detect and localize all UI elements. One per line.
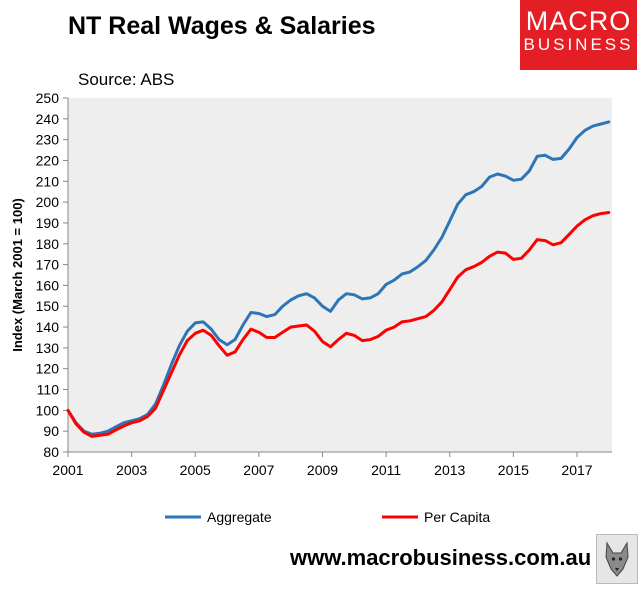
- x-tick-label: 2011: [371, 462, 401, 478]
- y-tick-label: 110: [37, 382, 60, 398]
- y-tick-label: 220: [36, 152, 60, 168]
- y-tick-label: 80: [43, 444, 59, 460]
- y-tick-label: 90: [43, 423, 59, 439]
- y-tick-label: 250: [36, 90, 60, 106]
- source-note: Source: ABS: [78, 70, 175, 89]
- y-tick-label: 200: [36, 194, 60, 210]
- x-tick-label: 2009: [307, 462, 338, 478]
- legend-label-aggregate: Aggregate: [207, 509, 272, 525]
- plot-area: [68, 98, 612, 452]
- x-tick-label: 2005: [180, 462, 211, 478]
- line-chart: 80 90 100 110 120 130 140 150 160 170 180 190 200 210…: [10, 90, 612, 525]
- y-tick-label: 190: [36, 215, 60, 231]
- wolf-mascot-icon: [596, 534, 638, 584]
- y-tick-label: 130: [36, 340, 60, 356]
- website-url: www.macrobusiness.com.au: [290, 545, 592, 570]
- y-axis-label: Index (March 2001 = 100): [10, 198, 25, 352]
- x-tick-label: 2013: [434, 462, 465, 478]
- x-tick-label: 2017: [561, 462, 592, 478]
- chart-title: NT Real Wages & Salaries: [68, 12, 376, 40]
- y-tick-label: 140: [36, 319, 60, 335]
- y-tick-label: 210: [36, 173, 60, 189]
- y-tick-label: 230: [36, 132, 60, 148]
- legend-label-per-capita: Per Capita: [424, 509, 490, 525]
- macrobusiness-logo: MACRO BUSINESS: [520, 0, 637, 70]
- series-line-aggregate: [66, 120, 611, 436]
- x-tick-label: 2015: [498, 462, 529, 478]
- x-tick-label: 2007: [243, 462, 274, 478]
- x-tick-label: 2003: [116, 462, 147, 478]
- series-line-per-capita: [66, 211, 611, 438]
- y-tick-label: 170: [36, 257, 60, 273]
- y-tick-label: 100: [36, 402, 60, 418]
- logo-line-2: BUSINESS: [523, 35, 634, 54]
- y-tick-label: 150: [36, 298, 60, 314]
- x-tick-label: 2001: [52, 462, 83, 478]
- y-tick-label: 160: [36, 277, 60, 293]
- logo-line-1: MACRO: [525, 6, 632, 36]
- y-tick-label: 180: [36, 236, 60, 252]
- y-tick-label: 240: [36, 111, 60, 127]
- y-tick-label: 120: [36, 361, 60, 377]
